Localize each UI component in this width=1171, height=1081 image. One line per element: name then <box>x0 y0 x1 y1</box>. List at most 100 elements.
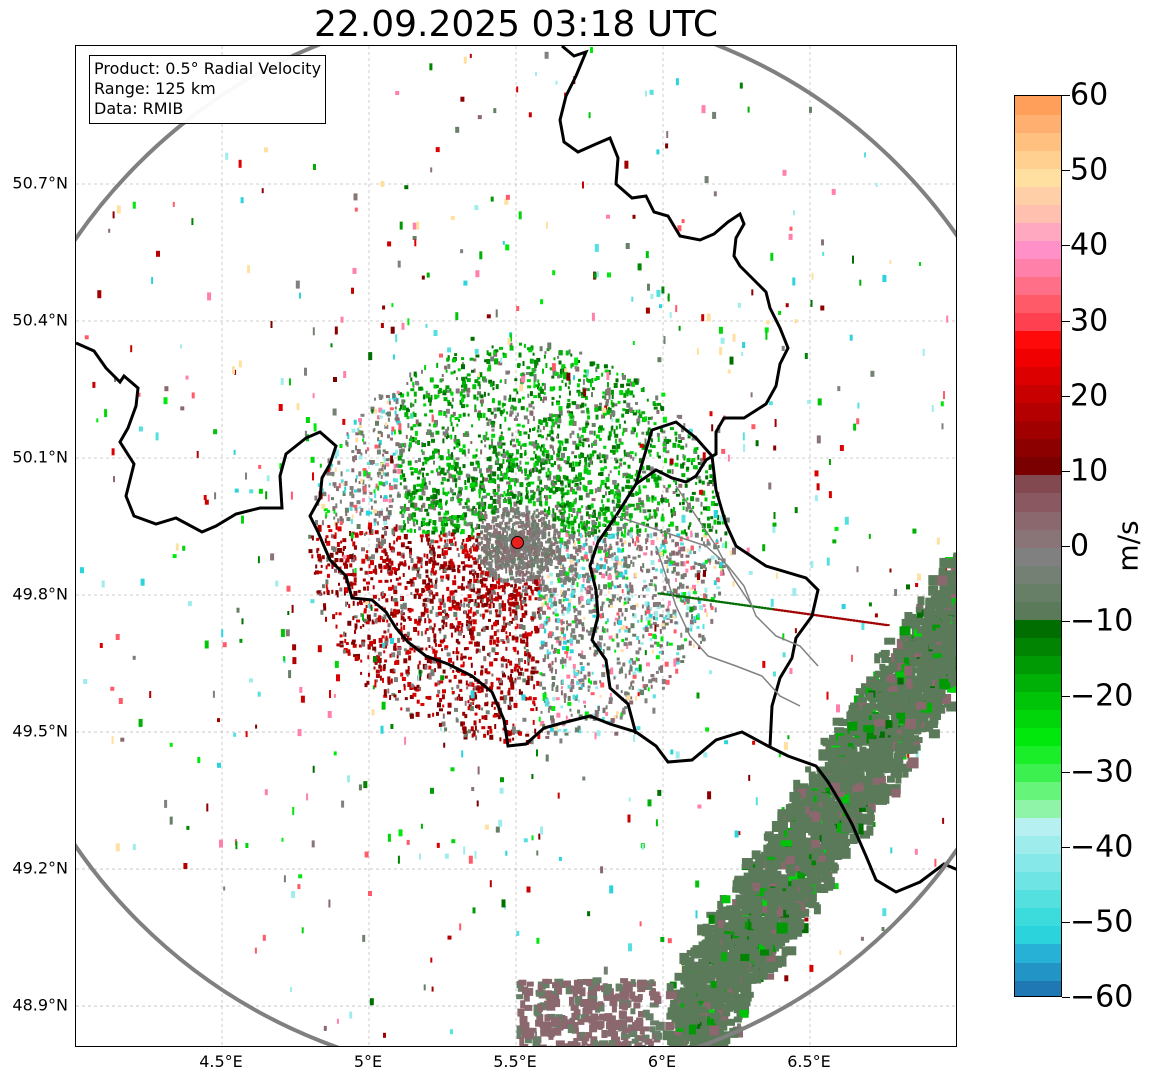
echo-pixel <box>417 630 420 636</box>
echo-pixel <box>446 462 450 467</box>
echo-pixel <box>340 471 343 477</box>
echo-pixel <box>399 482 402 486</box>
echo-pixel <box>479 399 484 404</box>
echo-pixel <box>588 514 591 519</box>
echo-pixel <box>537 434 542 438</box>
echo-pixel <box>459 515 463 521</box>
echo-pixel <box>631 594 634 598</box>
echo-pixel <box>471 682 475 687</box>
echo-pixel <box>592 713 595 717</box>
echo-pixel <box>452 580 457 586</box>
echo-pixel <box>422 488 424 493</box>
echo-pixel <box>637 554 641 558</box>
echo-pixel <box>552 483 556 487</box>
echo-pixel <box>618 615 621 620</box>
echo-pixel <box>506 546 510 552</box>
echo-pixel <box>703 506 707 511</box>
echo-pixel <box>553 528 558 533</box>
echo-pixel <box>325 584 328 589</box>
echo-pixel <box>373 509 377 514</box>
echo-pixel <box>690 545 694 551</box>
echo-pixel <box>543 508 546 513</box>
echo-pixel <box>501 600 504 605</box>
echo-pixel <box>579 662 583 666</box>
echo-pixel <box>470 524 473 529</box>
echo-pixel <box>640 465 645 470</box>
echo-pixel <box>452 477 455 483</box>
echo-pixel <box>583 700 586 704</box>
echo-pixel <box>374 462 379 466</box>
echo-pixel <box>385 458 390 462</box>
echo-pixel <box>500 379 502 383</box>
echo-pixel <box>517 555 521 560</box>
echo-pixel <box>675 661 680 665</box>
echo-pixel <box>326 470 329 476</box>
echo-pixel <box>519 634 524 638</box>
echo-pixel <box>512 558 515 564</box>
echo-pixel <box>516 650 519 655</box>
echo-pixel <box>490 543 494 549</box>
echo-pixel <box>522 523 527 528</box>
echo-pixel <box>525 590 528 594</box>
echo-pixel <box>576 548 581 553</box>
echo-pixel <box>554 589 557 593</box>
echo-pixel <box>498 558 501 563</box>
echo-pixel <box>489 589 492 594</box>
echo-pixel <box>445 519 448 525</box>
echo-pixel <box>394 406 397 410</box>
echo-pixel <box>417 507 420 511</box>
echo-pixel <box>464 502 468 506</box>
echo-pixel <box>714 503 719 507</box>
echo-pixel <box>616 526 620 532</box>
echo-pixel <box>404 493 409 499</box>
echo-pixel <box>354 507 358 511</box>
echo-pixel <box>686 536 690 541</box>
echo-pixel <box>425 533 429 538</box>
echo-pixel <box>692 643 695 648</box>
echo-pixel <box>330 534 334 539</box>
echo-pixel <box>529 468 532 472</box>
echo-pixel <box>524 449 527 455</box>
echo-pixel <box>566 620 568 625</box>
echo-pixel <box>589 577 592 581</box>
echo-pixel <box>424 664 428 670</box>
echo-pixel <box>536 586 541 592</box>
echo-pixel <box>544 564 548 569</box>
echo-pixel <box>413 413 417 417</box>
echo-pixel <box>563 460 567 464</box>
echo-pixel <box>614 485 617 489</box>
echo-pixel <box>492 445 497 449</box>
echo-pixel <box>361 641 366 647</box>
echo-pixel <box>625 596 630 602</box>
echo-pixel <box>596 363 600 369</box>
echo-pixel <box>496 565 500 571</box>
echo-pixel <box>637 619 640 623</box>
echo-pixel <box>407 666 410 671</box>
echo-pixel <box>574 484 577 488</box>
echo-pixel <box>626 383 631 387</box>
echo-pixel <box>658 559 661 563</box>
echo-pixel <box>486 591 491 596</box>
echo-pixel <box>308 549 313 554</box>
echo-pixel <box>521 612 526 618</box>
echo-pixel <box>586 407 590 413</box>
radar-map[interactable] <box>75 45 957 1047</box>
echo-pixel <box>598 428 600 433</box>
echo-pixel <box>628 641 633 646</box>
echo-pixel <box>531 656 535 662</box>
echo-pixel <box>676 645 681 651</box>
echo-pixel <box>527 419 530 424</box>
echo-pixel <box>476 502 480 506</box>
echo-pixel <box>653 512 658 517</box>
echo-pixel <box>473 574 476 579</box>
echo-pixel <box>682 463 685 466</box>
echo-pixel <box>497 445 501 449</box>
echo-pixel <box>454 541 457 547</box>
echo-pixel <box>682 655 686 659</box>
echo-pixel <box>375 420 379 426</box>
echo-pixel <box>497 714 501 720</box>
echo-pixel <box>523 343 526 348</box>
echo-pixel <box>515 605 520 610</box>
echo-pixel <box>500 639 505 642</box>
echo-pixel <box>578 378 581 382</box>
